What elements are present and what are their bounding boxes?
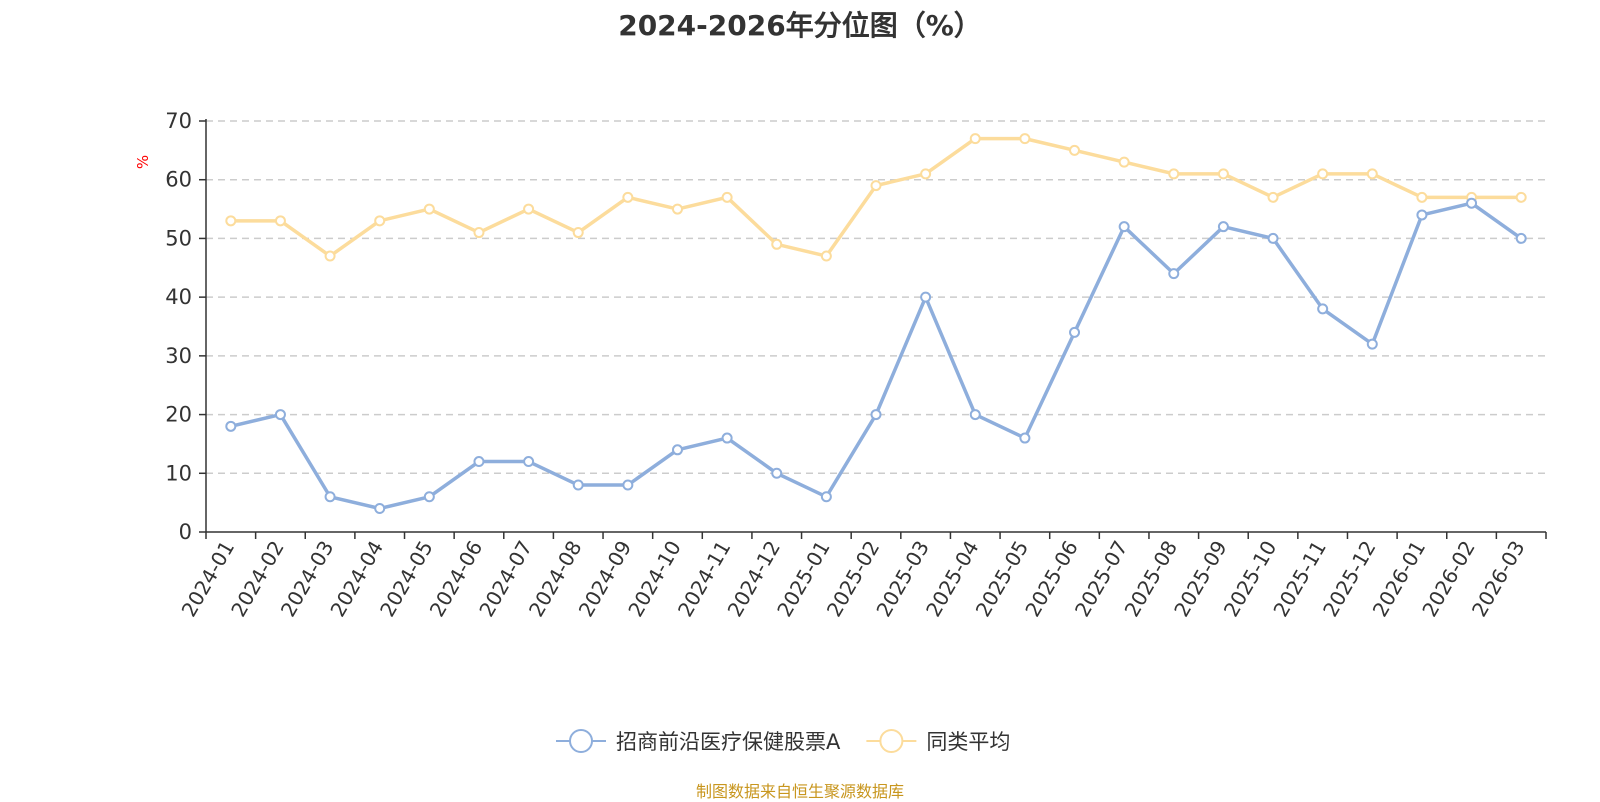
fund-point-2025-06 — [1069, 326, 1081, 338]
peer-average-point-2024-04 — [374, 215, 386, 227]
peer-average-point-2025-09 — [1217, 168, 1229, 180]
peer-average-point-2024-01 — [225, 215, 237, 227]
peer-average-point-2025-08 — [1168, 168, 1180, 180]
legend[interactable]: 招商前沿医疗保健股票A 同类平均 — [556, 729, 1010, 754]
legend-marker-peer-average — [879, 729, 904, 753]
y-tick-label-70: 70 — [165, 109, 192, 133]
fund-point-2025-08 — [1168, 268, 1180, 280]
fund-point-2026-03 — [1515, 232, 1527, 244]
y-tick-label-40: 40 — [165, 285, 192, 309]
fund-point-2025-02 — [870, 409, 882, 421]
y-tick-label-0: 0 — [179, 520, 192, 544]
peer-average-point-2025-01 — [820, 250, 832, 262]
fund-point-2026-01 — [1416, 209, 1428, 221]
y-tick-label-30: 30 — [165, 344, 192, 368]
peer-average-point-2024-08 — [572, 227, 584, 239]
fund-point-2025-07 — [1118, 221, 1130, 233]
source-note: 制图数据来自恒生聚源数据库 — [695, 782, 904, 801]
peer-average-point-2025-02 — [870, 180, 882, 192]
series-lines — [225, 133, 1527, 515]
peer-average-point-2025-12 — [1366, 168, 1378, 180]
fund-point-2024-11 — [721, 432, 733, 444]
axes: 010203040506070%2024-012024-022024-03202… — [134, 109, 1547, 621]
peer-average-point-2025-04 — [969, 133, 981, 145]
peer-average-point-2024-09 — [622, 191, 634, 203]
peer-average-point-2024-10 — [671, 203, 683, 215]
peer-average-point-2024-05 — [423, 203, 435, 215]
peer-average-point-2025-06 — [1069, 144, 1081, 156]
y-tick-label-60: 60 — [165, 168, 192, 192]
y-tick-label-20: 20 — [165, 403, 192, 427]
peer-average-point-2024-06 — [473, 227, 485, 239]
peer-average-point-2024-12 — [771, 238, 783, 250]
peer-average-point-2025-07 — [1118, 156, 1130, 168]
fund-point-2025-12 — [1366, 338, 1378, 350]
peer-average-point-2025-03 — [920, 168, 932, 180]
fund-point-2025-10 — [1267, 232, 1279, 244]
fund-point-2026-02 — [1466, 197, 1478, 209]
fund-point-2024-09 — [622, 479, 634, 491]
legend-item-peer-average[interactable]: 同类平均 — [866, 729, 1010, 754]
fund-point-2024-04 — [374, 503, 386, 515]
fund-point-2024-05 — [423, 491, 435, 503]
legend-item-fund[interactable]: 招商前沿医疗保健股票A — [556, 729, 841, 754]
fund-point-2024-01 — [225, 420, 237, 432]
y-axis-unit: % — [134, 155, 152, 169]
fund-point-2024-03 — [324, 491, 336, 503]
fund-point-2025-01 — [820, 491, 832, 503]
peer-average-point-2025-05 — [1019, 133, 1031, 145]
fund-point-2025-03 — [920, 291, 932, 303]
fund-point-2024-10 — [671, 444, 683, 456]
y-tick-label-10: 10 — [165, 461, 192, 485]
peer-average-point-2024-03 — [324, 250, 336, 262]
grid-lines — [206, 120, 1546, 475]
peer-average-point-2026-01 — [1416, 191, 1428, 203]
legend-marker-fund — [569, 729, 593, 753]
chart-title: 2024-2026年分位图（%） — [618, 9, 982, 42]
fund-point-2024-08 — [572, 479, 584, 491]
fund-point-2025-04 — [969, 409, 981, 421]
fund-point-2025-09 — [1217, 221, 1229, 233]
peer-average-point-2024-07 — [523, 203, 535, 215]
peer-average-point-2024-11 — [721, 191, 733, 203]
peer-average-point-2026-03 — [1515, 191, 1527, 203]
peer-average-point-2025-11 — [1317, 168, 1329, 180]
y-tick-label-50: 50 — [165, 226, 192, 250]
fund-point-2025-11 — [1317, 303, 1329, 315]
legend-label-peer-average: 同类平均 — [926, 730, 1010, 754]
fund-point-2024-07 — [523, 456, 535, 468]
fund-point-2024-12 — [771, 467, 783, 479]
peer-average-point-2024-02 — [274, 215, 286, 227]
legend-label-fund: 招商前沿医疗保健股票A — [616, 730, 841, 754]
fund-point-2024-02 — [274, 409, 286, 421]
fund-point-2025-05 — [1019, 432, 1031, 444]
fund-point-2024-06 — [473, 456, 485, 468]
peer-average-point-2025-10 — [1267, 191, 1279, 203]
